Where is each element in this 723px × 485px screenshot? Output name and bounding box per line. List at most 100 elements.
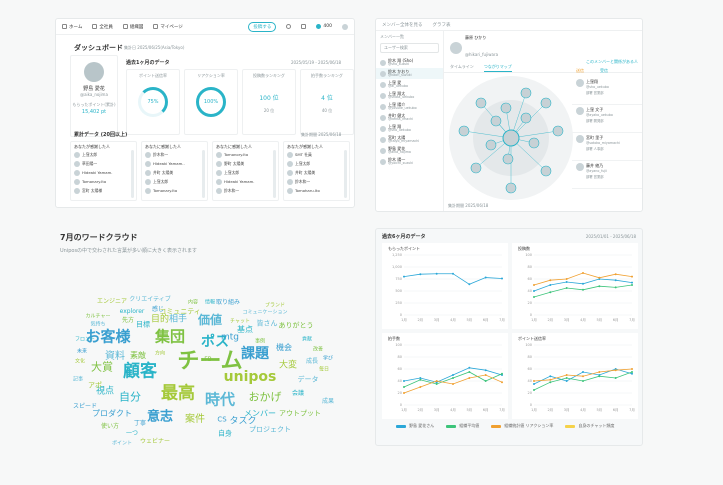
ranking-row[interactable]: 宮町 太陽様 [74,186,133,195]
member-search-input[interactable]: ユーザー検索 [380,43,439,53]
related-person[interactable]: 藤井 綾乃 @ayano_fujii 部署 営業部 [572,161,642,189]
data-point[interactable] [549,381,552,384]
data-point[interactable] [452,374,454,376]
member-node[interactable] [502,129,520,147]
ranking-row[interactable]: Tomonary.Ito [74,177,133,186]
ranking-row[interactable]: 上窪太郎 [287,159,346,168]
nav-home[interactable]: ホーム [62,24,82,30]
data-point[interactable] [452,377,454,379]
member-node[interactable] [500,102,512,114]
data-point[interactable] [484,276,487,279]
scrollbar[interactable] [273,150,276,198]
member-item[interactable]: 井町 健太 @kenta_imachi [376,112,443,123]
data-point[interactable] [631,368,633,370]
data-point[interactable] [614,377,617,379]
avatar[interactable] [342,23,348,30]
data-point[interactable] [452,272,454,275]
data-point[interactable] [565,281,568,283]
related-person[interactable]: 上窪翔 @sho_uekubo 部署 営業部 [572,77,642,105]
data-point[interactable] [614,286,617,289]
ranking-row[interactable]: Hideaki Yamam.. [145,159,204,168]
data-point[interactable] [631,275,633,278]
scrollbar[interactable] [344,150,347,198]
ranking-row[interactable]: Hideaki Yamam. [216,177,275,186]
data-point[interactable] [403,380,405,382]
connection-map[interactable] [446,63,576,212]
data-point[interactable] [614,369,617,372]
data-point[interactable] [435,383,438,385]
tab-received[interactable]: 受信 [600,68,608,73]
data-point[interactable] [533,383,535,385]
data-point[interactable] [582,282,584,285]
data-point[interactable] [614,273,617,276]
member-item[interactable]: 上窪 愛 @ai_uekubo [376,79,443,90]
data-point[interactable] [565,374,568,376]
ranking-row[interactable]: 鈴木和一 [287,177,346,186]
member-node[interactable] [540,165,552,177]
nav-all-members[interactable]: 全社員 [92,24,113,30]
ranking-row[interactable]: Tomonary.Ito [145,186,204,195]
ranking-row[interactable]: 上窪太郎 [145,177,204,186]
member-item[interactable]: 鈴木 翔 (Sho) @sho_suzuki [376,57,443,68]
data-point[interactable] [614,279,617,282]
data-point[interactable] [533,284,535,286]
member-node[interactable] [528,137,540,149]
data-point[interactable] [631,372,633,375]
ranking-row[interactable]: 草田陽一 [74,159,133,168]
data-point[interactable] [598,371,601,373]
data-point[interactable] [565,377,568,379]
scrollbar[interactable] [202,150,205,198]
data-point[interactable] [582,288,584,291]
ranking-row[interactable]: 井町 太陽美 [145,168,204,177]
data-point[interactable] [533,296,535,298]
ranking-row[interactable]: Tomoharu.Ito [287,186,346,195]
data-point[interactable] [452,383,454,385]
data-point[interactable] [582,272,584,274]
data-point[interactable] [419,378,422,381]
data-point[interactable] [549,378,552,381]
data-point[interactable] [501,372,503,375]
member-node[interactable] [540,97,552,109]
data-point[interactable] [598,375,601,378]
member-item[interactable]: 鈴木 かおり @kaori_suzuki [376,68,443,79]
member-node[interactable] [502,153,514,165]
data-point[interactable] [631,371,633,373]
data-point[interactable] [549,279,552,282]
search-icon[interactable] [286,24,292,29]
data-point[interactable] [631,281,633,284]
data-point[interactable] [468,371,471,373]
data-point[interactable] [549,291,552,294]
tab-graph[interactable]: グラフ表 [432,22,451,28]
data-point[interactable] [533,389,535,391]
tab-members[interactable]: メンバー全体を見る [382,22,423,28]
member-item[interactable]: 野島 愛花 @aika_nojima [376,145,443,156]
nav-org-chart[interactable]: 組織図 [122,24,143,30]
data-point[interactable] [435,380,438,382]
related-person[interactable]: 宮町 里子 @satoko_miyamachi 部署 人事部 [572,133,642,161]
data-point[interactable] [598,285,601,288]
data-point[interactable] [419,273,422,276]
member-node[interactable] [505,182,517,194]
member-node[interactable] [470,162,482,174]
member-item[interactable]: 上窪 陽介 @yosuke_uekubo [376,101,443,112]
data-point[interactable] [419,377,422,379]
member-node[interactable] [485,139,497,151]
ranking-row[interactable]: 井町 太陽美 [287,168,346,177]
data-point[interactable] [435,272,438,275]
post-button[interactable]: 投稿する [248,21,277,32]
member-node[interactable] [520,112,532,124]
bell-icon[interactable] [301,24,307,29]
ranking-row[interactable]: SMT 社員 [287,150,346,159]
nav-mypage[interactable]: マイページ [153,24,183,30]
data-point[interactable] [468,377,471,379]
data-point[interactable] [403,386,405,388]
tab-timeline[interactable]: タイムライン [450,64,474,69]
ranking-row[interactable]: 上窪太郎 [74,150,133,159]
data-point[interactable] [549,375,552,378]
data-point[interactable] [501,381,503,384]
data-point[interactable] [565,278,568,280]
member-item[interactable]: 宮町 太陽 @taiyo_miyamachi [376,134,443,145]
data-point[interactable] [468,283,471,286]
ranking-row[interactable]: Hideaki Yamam. [74,168,133,177]
data-point[interactable] [582,371,584,373]
